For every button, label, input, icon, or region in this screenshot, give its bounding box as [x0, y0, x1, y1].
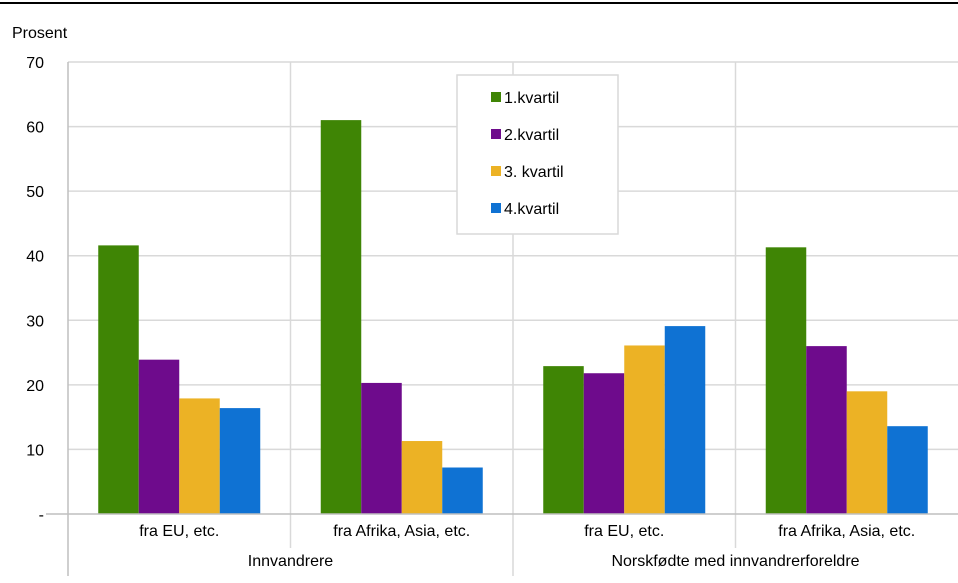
- x-category-label: fra EU, etc.: [584, 523, 664, 540]
- y-tick-label: 60: [26, 120, 44, 137]
- y-tick-label: -: [39, 507, 44, 524]
- bar: [361, 382, 402, 514]
- bar: [219, 408, 261, 514]
- legend-swatch: [491, 92, 501, 102]
- bar: [320, 120, 362, 514]
- legend-swatch: [491, 203, 501, 213]
- legend-label: 2.kvartil: [504, 127, 559, 144]
- y-tick-label: 30: [26, 313, 44, 330]
- bar: [887, 426, 928, 514]
- x-category-label: fra EU, etc.: [139, 523, 219, 540]
- y-tick-label: 50: [26, 184, 44, 201]
- x-category-label: fra Afrika, Asia, etc.: [333, 523, 470, 540]
- axes: [46, 62, 958, 576]
- bar: [846, 391, 888, 514]
- y-tick-label: 40: [26, 249, 44, 266]
- bar: [583, 373, 625, 514]
- y-tick-label: 20: [26, 378, 44, 395]
- bars: [98, 120, 928, 514]
- legend-swatch: [491, 166, 501, 176]
- legend: 1.kvartil 2.kvartil 3. kvartil 4.kvartil: [456, 74, 619, 235]
- bar: [179, 398, 220, 514]
- legend-label: 3. kvartil: [504, 164, 564, 181]
- x-group-label: Norskfødte med innvandrerforeldre: [611, 553, 859, 570]
- legend-box: [456, 74, 619, 235]
- bar: [765, 247, 807, 514]
- y-tick-label: 70: [26, 55, 44, 72]
- y-tick-label: 10: [26, 442, 44, 459]
- bar: [806, 346, 847, 514]
- bar: [624, 345, 665, 514]
- y-axis-label: Prosent: [12, 25, 68, 42]
- bar: [543, 366, 584, 514]
- legend-label: 1.kvartil: [504, 90, 559, 107]
- bar: [664, 326, 706, 514]
- x-group-label: Innvandrere: [248, 553, 333, 570]
- legend-label: 4.kvartil: [504, 201, 559, 218]
- x-category-label: fra Afrika, Asia, etc.: [778, 523, 915, 540]
- bar: [442, 467, 483, 514]
- bar: [138, 359, 180, 514]
- labels: - 10 20 30 40 50 60 70 fra EU, etc. fra Afrika, A…: [26, 55, 915, 570]
- legend-swatch: [491, 129, 501, 139]
- bar: [98, 245, 139, 514]
- bar: [401, 441, 443, 514]
